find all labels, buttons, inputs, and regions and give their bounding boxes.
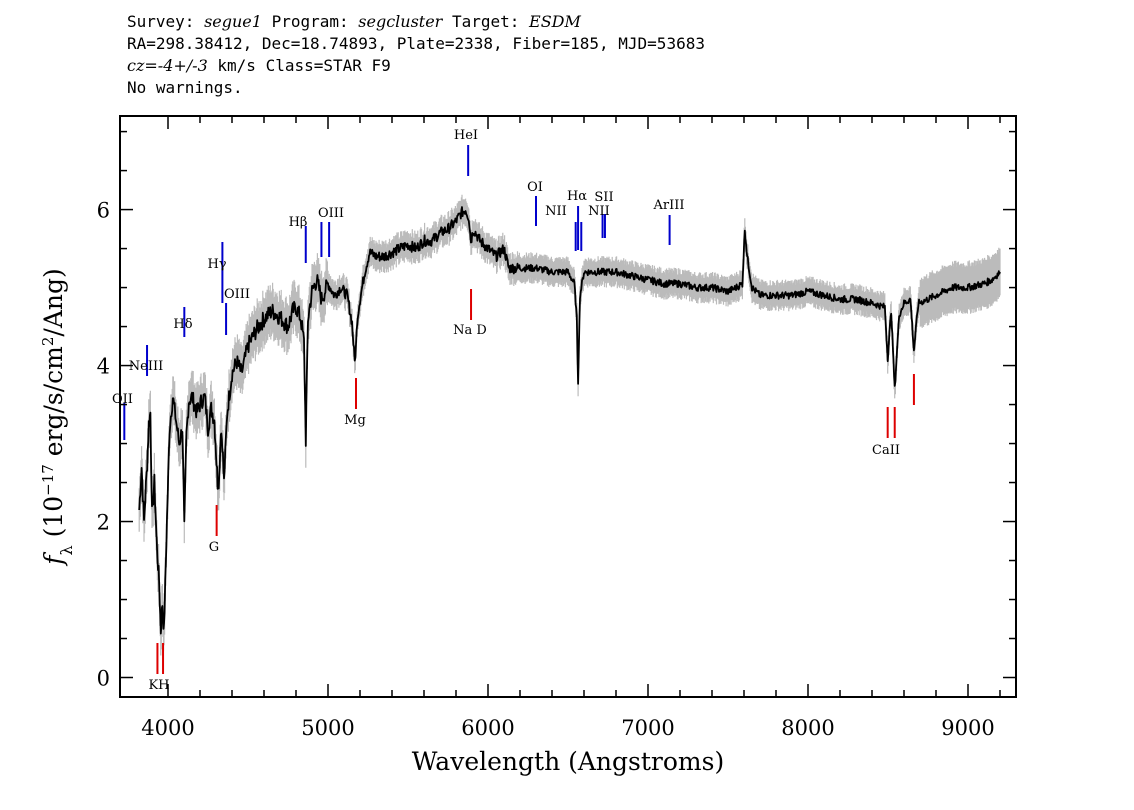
error-band-layer	[138, 194, 1001, 656]
program-label: Program:	[261, 12, 359, 31]
line-label-caii: CaII	[872, 443, 900, 458]
header-line-warnings: No warnings.	[127, 78, 243, 97]
y-axis-title-part: −17	[39, 464, 57, 496]
y-axis-title: fλ (10−17 erg/s/cm2/Ang)	[39, 268, 76, 567]
x-tick-label: 7000	[621, 716, 674, 740]
line-label-kh: KH	[148, 678, 169, 693]
spectral-line-markers	[123, 145, 915, 674]
axis-ticks	[120, 116, 1016, 697]
target-label: Target:	[442, 12, 530, 31]
spectrum-series-layer	[138, 206, 1001, 635]
spectrum-line	[138, 206, 1001, 635]
header-line-coordinates: RA=298.38412, Dec=18.74893, Plate=2338, …	[127, 34, 705, 53]
line-label-oiii_a: OIII	[224, 287, 250, 302]
y-axis-title-part: 2	[39, 337, 57, 347]
y-tick-label: 2	[97, 511, 110, 535]
y-axis-title-part: (10	[39, 496, 68, 546]
spectrum-header: Survey: segue1 Program: segcluster Targe…	[127, 11, 705, 99]
line-label-oii: OII	[112, 392, 133, 407]
target-value: ESDM	[529, 12, 581, 31]
header-line-redshift: cz=-4+/-3 km/s Class=STAR F9	[127, 55, 705, 77]
x-tick-label: 9000	[941, 716, 994, 740]
y-axis-title-part: erg/s/cm	[39, 346, 68, 464]
line-label-ariii: ArIII	[652, 198, 684, 213]
line-label-mg: Mg	[344, 413, 366, 428]
line-label-nii_a: NII	[545, 204, 567, 219]
line-label-hbeta: Hβ	[289, 215, 308, 230]
y-tick-label: 6	[97, 199, 110, 223]
line-label-hgamma: Hγ	[207, 257, 226, 272]
x-tick-label: 5000	[301, 716, 354, 740]
line-label-hdelta: Hδ	[173, 317, 192, 332]
y-tick-label: 4	[97, 355, 110, 379]
line-label-oiii_b: OIII	[318, 206, 344, 221]
redshift-value: cz=-4+/-3	[127, 56, 208, 75]
line-label-nii_b: NII	[588, 204, 610, 219]
error-band	[138, 194, 1001, 656]
line-label-g: G	[209, 540, 219, 555]
header-line-survey: Survey: segue1 Program: segcluster Targe…	[127, 11, 705, 33]
plot-frame	[119, 115, 1017, 698]
y-axis-title-part: f	[39, 552, 68, 567]
x-tick-label: 8000	[781, 716, 834, 740]
survey-value: segue1	[204, 12, 262, 31]
axis-tick-labels: 4000 5000 6000 7000 8000 9000 0 2 4 6	[97, 199, 995, 740]
program-value: segcluster	[358, 12, 443, 31]
line-label-hei: HeI	[454, 128, 478, 143]
x-axis-title: Wavelength (Angstroms)	[412, 747, 724, 776]
line-label-oi: OI	[527, 180, 543, 195]
line-label-nad: Na D	[453, 323, 487, 338]
line-label-halpha: Hα	[567, 189, 587, 204]
x-tick-label: 4000	[141, 716, 194, 740]
x-tick-label: 6000	[461, 716, 514, 740]
line-label-neiii: NeIII	[129, 359, 163, 374]
y-axis-title-part: λ	[57, 545, 76, 555]
y-axis-title-part: /Ang)	[39, 268, 68, 336]
line-label-sii: SII	[594, 190, 613, 205]
survey-label: Survey:	[127, 12, 205, 31]
class-value: km/s Class=STAR F9	[207, 56, 391, 75]
y-tick-label: 0	[97, 667, 110, 691]
